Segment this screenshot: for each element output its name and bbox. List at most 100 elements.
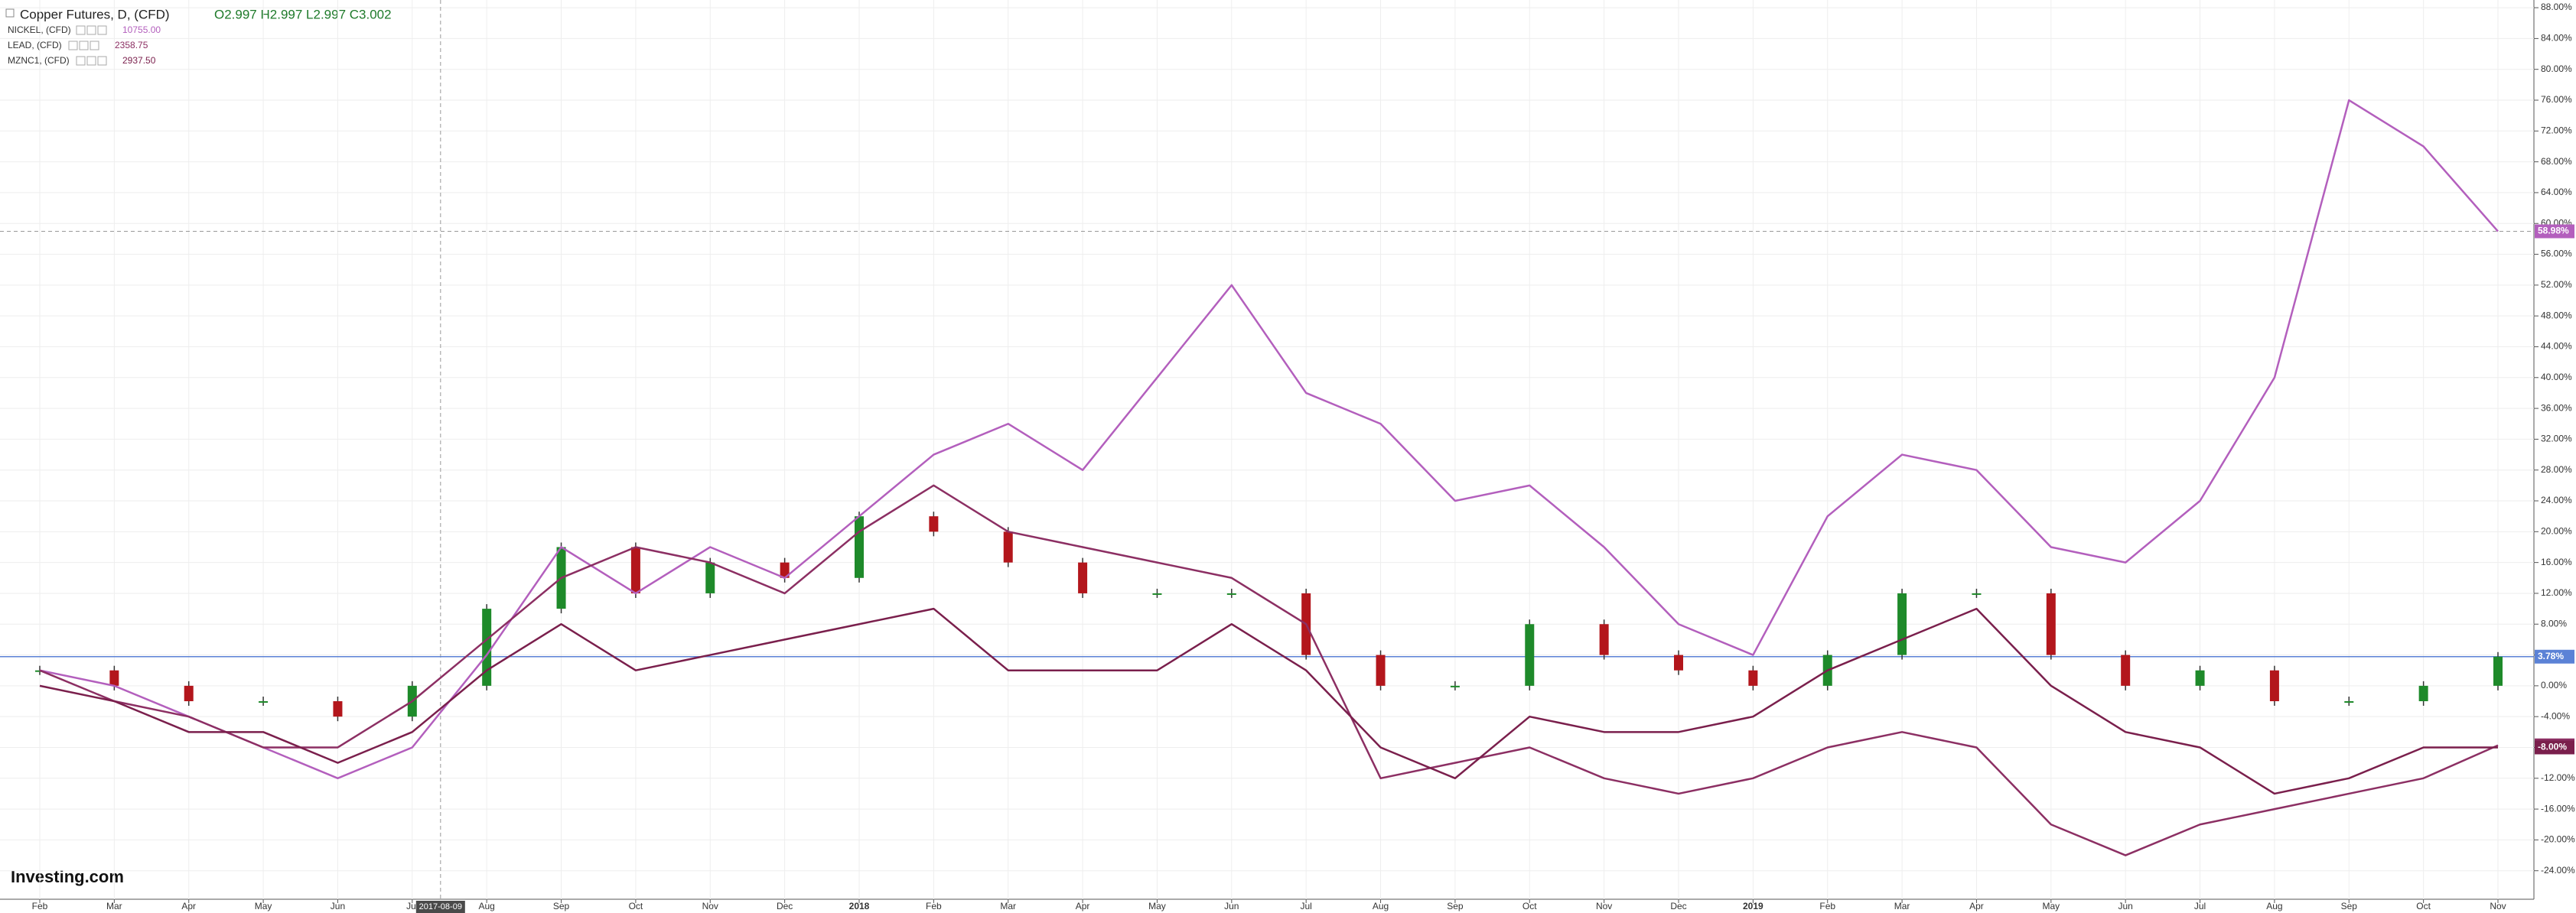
- logo: Investing.com: [11, 867, 124, 886]
- y-tick-label: 0.00%: [2541, 680, 2567, 690]
- x-tick-label: Sep: [1447, 901, 1464, 911]
- candle: [259, 701, 269, 703]
- legend-toggle[interactable]: [5, 8, 15, 18]
- legend-button[interactable]: [86, 56, 96, 66]
- y-tick-label: 40.00%: [2541, 372, 2572, 382]
- candle: [2046, 593, 2056, 655]
- x-tick-label: Jul: [2194, 901, 2206, 911]
- x-tick-label: Jul: [1301, 901, 1312, 911]
- y-tick-label: 16.00%: [2541, 557, 2572, 567]
- y-tick-label: 76.00%: [2541, 94, 2572, 105]
- candle: [2269, 670, 2279, 702]
- last-label-bg: [2535, 740, 2574, 755]
- y-tick-label: 68.00%: [2541, 156, 2572, 167]
- y-tick-label: 80.00%: [2541, 63, 2572, 74]
- candle: [333, 701, 343, 717]
- candle: [2121, 655, 2131, 686]
- x-tick-label: Sep: [2341, 901, 2358, 911]
- y-tick-label: 24.00%: [2541, 495, 2572, 505]
- y-tick-label: 56.00%: [2541, 249, 2572, 259]
- candle: [1599, 624, 1609, 655]
- y-tick-label: 64.00%: [2541, 187, 2572, 197]
- y-tick-label: 52.00%: [2541, 279, 2572, 290]
- legend-button[interactable]: [76, 56, 86, 66]
- x-tick-label: May: [255, 901, 272, 911]
- legend-name: NICKEL, (CFD): [8, 24, 71, 35]
- candle: [184, 685, 194, 702]
- legend-value: 10755.00: [122, 24, 161, 35]
- last-label: 58.98%: [2538, 226, 2569, 236]
- candle: [630, 547, 640, 593]
- candle: [1078, 562, 1088, 593]
- legend-button[interactable]: [90, 41, 99, 50]
- candle: [929, 516, 939, 532]
- y-tick-label: 48.00%: [2541, 310, 2572, 320]
- x-tick-label: Sep: [553, 901, 570, 911]
- x-tick-label: May: [1148, 901, 1166, 911]
- x-tick-label: Mar: [1000, 901, 1016, 911]
- x-tick-label: 2019: [1743, 901, 1763, 911]
- x-tick-label: Feb: [32, 901, 48, 911]
- candle: [2493, 656, 2503, 686]
- legend-button[interactable]: [76, 25, 86, 35]
- x-tick-label: Apr: [1076, 901, 1090, 911]
- candle: [855, 516, 864, 578]
- x-tick-label: Aug: [2266, 901, 2282, 911]
- y-tick-label: -12.00%: [2541, 772, 2575, 783]
- x-tick-label: Oct: [1522, 901, 1537, 911]
- legend-button[interactable]: [86, 25, 96, 35]
- candle: [1450, 685, 1460, 687]
- candle: [1003, 531, 1013, 563]
- candle: [1897, 593, 1907, 655]
- candle: [109, 670, 119, 686]
- legend-value: 2358.75: [115, 40, 148, 50]
- legend-button[interactable]: [97, 25, 107, 35]
- x-tick-label: Apr: [1969, 901, 1984, 911]
- y-tick-label: -4.00%: [2541, 710, 2570, 721]
- y-tick-label: -16.00%: [2541, 803, 2575, 814]
- x-tick-label: Aug: [479, 901, 495, 911]
- chart-title: Copper Futures, D, (CFD): [20, 7, 170, 21]
- x-tick-label: Nov: [702, 901, 718, 911]
- legend-button[interactable]: [68, 41, 78, 50]
- x-tick-label: Aug: [1373, 901, 1389, 911]
- last-label-bg: [2535, 649, 2574, 664]
- y-tick-label: 84.00%: [2541, 33, 2572, 44]
- last-label: 3.78%: [2538, 651, 2564, 661]
- y-tick-label: -24.00%: [2541, 865, 2575, 876]
- legend-value: 2937.50: [122, 55, 156, 66]
- candle: [2344, 701, 2354, 703]
- x-tick-label: Jul: [406, 901, 418, 911]
- candle: [1376, 655, 1386, 686]
- crosshair-label-bg: [415, 901, 465, 913]
- x-tick-label: Oct: [2416, 901, 2431, 911]
- x-tick-label: May: [2042, 901, 2060, 911]
- y-tick-label: 36.00%: [2541, 402, 2572, 413]
- candle: [780, 562, 790, 578]
- legend-button[interactable]: [97, 56, 107, 66]
- x-tick-label: Mar: [106, 901, 122, 911]
- x-tick-label: Nov: [1596, 901, 1612, 911]
- ohlc: O2.997 H2.997 L2.997 C3.002: [214, 7, 392, 21]
- y-tick-label: 72.00%: [2541, 125, 2572, 135]
- y-tick-label: 8.00%: [2541, 618, 2567, 629]
- candle: [482, 609, 492, 686]
- crosshair-label: 2017-08-09: [419, 902, 462, 911]
- candle: [2418, 685, 2428, 702]
- x-tick-label: Oct: [629, 901, 643, 911]
- y-tick-label: -20.00%: [2541, 834, 2575, 845]
- candle: [1748, 670, 1758, 686]
- x-tick-label: Jun: [1224, 901, 1239, 911]
- candle: [705, 562, 715, 593]
- candle: [1972, 593, 1982, 595]
- y-tick-label: 12.00%: [2541, 587, 2572, 598]
- x-tick-label: Jun: [2118, 901, 2133, 911]
- y-tick-label: 32.00%: [2541, 434, 2572, 444]
- candle: [2195, 670, 2205, 686]
- x-tick-label: 2018: [849, 901, 870, 911]
- candle: [1674, 655, 1683, 671]
- x-tick-label: Feb: [1819, 901, 1835, 911]
- legend-button[interactable]: [79, 41, 89, 50]
- y-tick-label: 88.00%: [2541, 2, 2572, 12]
